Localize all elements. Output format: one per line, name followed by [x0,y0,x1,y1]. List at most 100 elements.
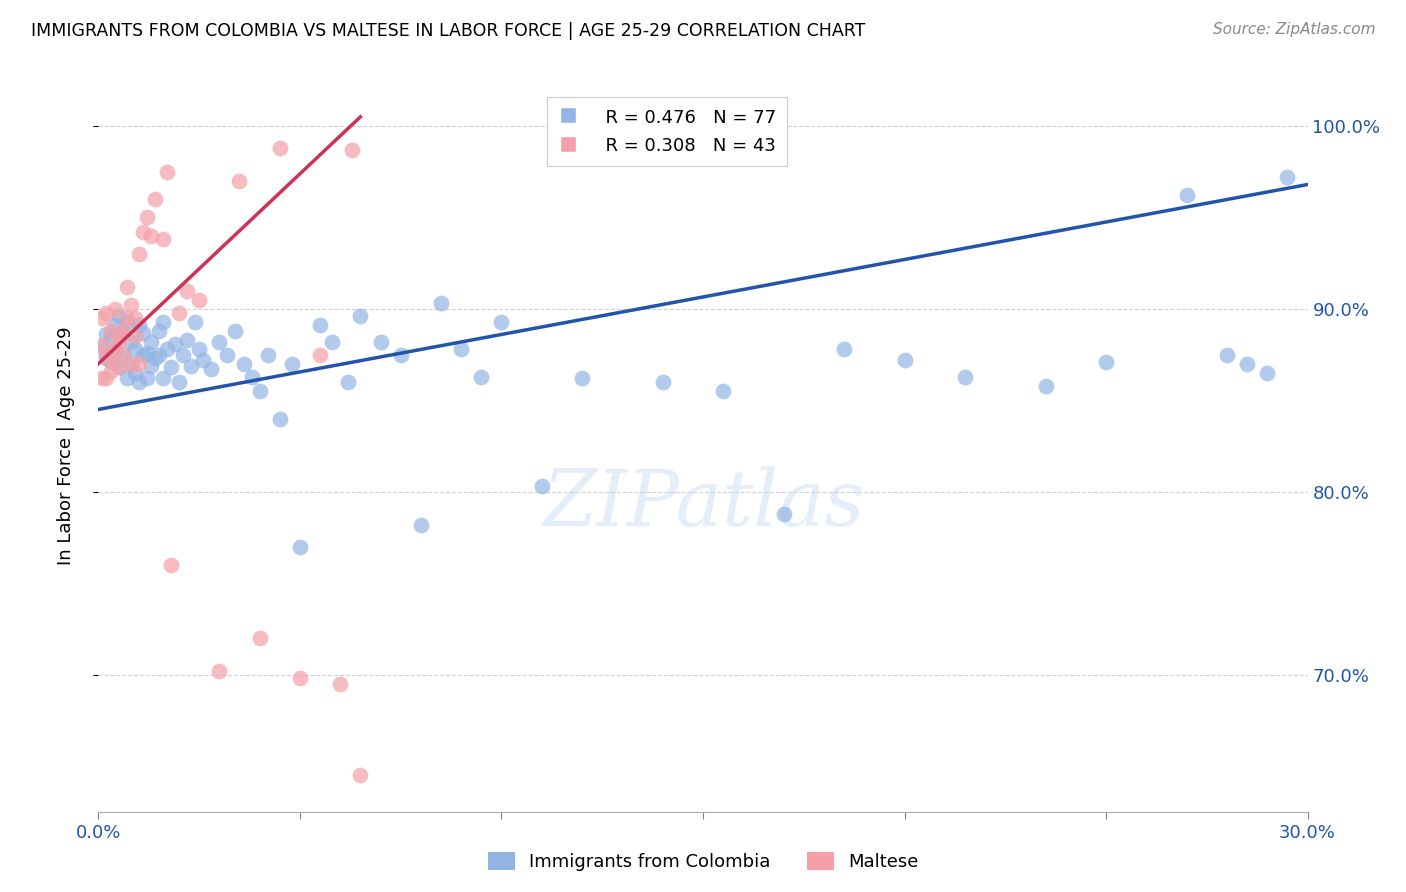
Point [96,305,118,319]
Point [281,357,304,371]
Point [184,315,207,329]
Point [111,347,134,362]
Point [240,369,263,384]
Point [103,301,125,316]
Point [100,355,122,369]
Point [450,342,472,356]
Point [711,384,734,399]
Point [115,315,138,329]
Point [200,362,222,376]
Point [249,631,271,645]
Point [135,211,157,225]
Point [111,347,134,362]
Point [772,507,794,521]
Point [167,375,190,389]
Point [100,353,122,368]
Point [103,343,125,358]
Point [342,143,364,157]
Point [163,336,186,351]
Point [1256,366,1278,380]
Point [160,360,183,375]
Point [111,324,134,338]
Point [329,677,352,691]
Point [128,357,150,371]
Point [176,284,198,298]
Point [120,298,142,312]
Point [124,342,146,356]
Point [953,369,976,384]
Point [156,342,179,356]
Point [96,327,118,342]
Point [107,360,129,375]
Point [1216,347,1239,362]
Point [143,351,166,366]
Point [115,371,138,385]
Point [249,384,271,399]
Point [100,331,122,345]
Point [491,315,513,329]
Point [571,371,593,385]
Point [208,334,231,349]
Point [132,326,155,340]
Point [128,318,150,333]
Point [107,309,129,323]
Point [107,327,129,342]
Point [128,247,150,261]
Point [139,228,162,243]
Point [152,315,174,329]
Point [160,558,183,572]
Point [349,309,371,323]
Point [111,324,134,338]
Point [217,347,239,362]
Point [176,333,198,347]
Point [96,371,118,385]
Point [309,347,332,362]
Point [128,375,150,389]
Point [156,164,179,178]
Point [132,347,155,362]
Point [1236,357,1258,371]
Point [389,347,412,362]
Point [120,357,142,371]
Point [124,310,146,325]
Point [309,318,332,333]
Point [120,334,142,349]
Text: ZIPatlas: ZIPatlas [541,467,865,542]
Point [139,334,162,349]
Point [269,411,291,425]
Point [349,768,371,782]
Point [124,329,146,343]
Point [100,364,122,378]
Legend:   R = 0.476   N = 77,   R = 0.308   N = 43: R = 0.476 N = 77, R = 0.308 N = 43 [547,96,787,166]
Point [1175,188,1198,202]
Point [409,517,432,532]
Point [893,353,915,368]
Point [107,360,129,375]
Point [124,366,146,380]
Point [103,318,125,333]
Point [228,174,250,188]
Point [651,375,673,389]
Point [530,479,553,493]
Point [96,351,118,366]
Point [269,141,291,155]
Point [1277,170,1299,185]
Point [120,357,142,371]
Y-axis label: In Labor Force | Age 25-29: In Labor Force | Age 25-29 [56,326,75,566]
Point [139,359,162,373]
Point [172,347,194,362]
Point [337,375,360,389]
Legend: Immigrants from Colombia, Maltese: Immigrants from Colombia, Maltese [481,845,925,879]
Point [135,345,157,359]
Point [430,296,453,310]
Point [470,369,492,384]
Point [132,225,155,239]
Point [91,338,114,352]
Point [193,353,215,368]
Point [288,671,311,685]
Point [91,371,114,385]
Point [224,324,246,338]
Text: Source: ZipAtlas.com: Source: ZipAtlas.com [1212,22,1375,37]
Point [115,280,138,294]
Point [370,334,392,349]
